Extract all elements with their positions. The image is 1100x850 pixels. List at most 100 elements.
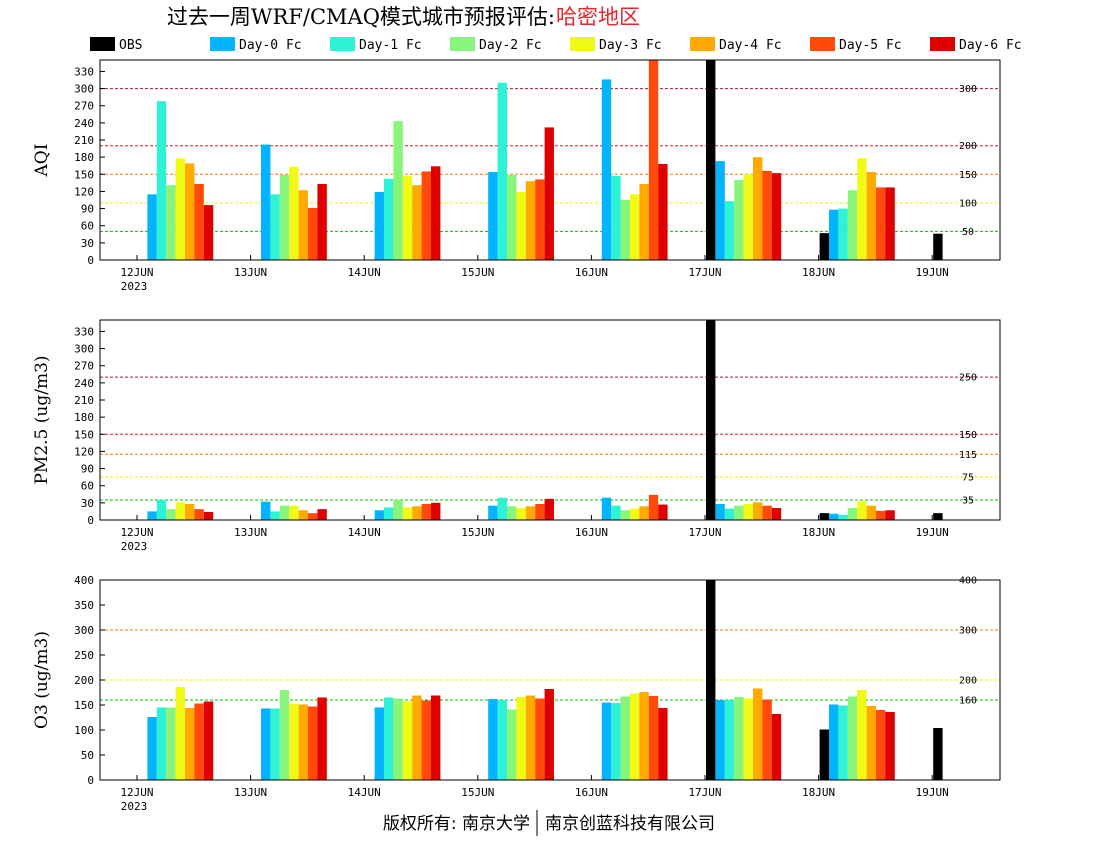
bar [611, 505, 621, 520]
bar [507, 709, 517, 780]
legend: OBS Day-0 Fc Day-1 Fc Day-2 Fc Day-3 Fc Day-4… [90, 37, 1022, 53]
y-tick-label: 30 [81, 497, 94, 510]
legend-label: OBS [119, 38, 142, 53]
y-tick-label: 240 [74, 377, 94, 390]
bar [497, 82, 507, 260]
bar [847, 508, 858, 520]
bar [648, 696, 659, 780]
bar [185, 504, 195, 520]
bar [876, 187, 886, 260]
bar [743, 698, 753, 780]
bar [753, 157, 763, 260]
bar [393, 500, 403, 520]
bar [308, 513, 318, 520]
y-tick-label: 150 [74, 168, 94, 181]
bar [706, 580, 716, 780]
bar [706, 60, 716, 260]
bar [516, 508, 526, 520]
y-tick-label: 200 [74, 674, 94, 687]
y-tick-label: 120 [74, 445, 94, 458]
x-tick-label: 14JUN [348, 266, 381, 279]
bar [497, 700, 507, 780]
y-tick-label: 120 [74, 185, 94, 198]
bar [620, 200, 630, 260]
bar [857, 690, 867, 780]
bar [819, 513, 829, 520]
bar [203, 512, 214, 520]
bar [866, 172, 876, 260]
bar [156, 101, 167, 261]
bar [421, 504, 431, 520]
bar [753, 502, 763, 520]
bar [525, 181, 536, 260]
bar [261, 501, 271, 520]
bar [601, 702, 612, 780]
bar [630, 508, 640, 520]
legend-item: Day-2 Fc [450, 37, 542, 53]
bar [734, 505, 744, 520]
legend-item: Day-0 Fc [210, 37, 302, 53]
reference-line-label: 50 [962, 227, 974, 238]
x-tick-label: 19JUN [916, 786, 949, 799]
bar [535, 698, 545, 780]
x-tick-label: 18JUN [802, 266, 835, 279]
y-tick-label: 400 [74, 574, 94, 587]
legend-label: Day-2 Fc [479, 38, 542, 53]
y-tick-label: 50 [81, 749, 94, 762]
bar [838, 705, 848, 780]
bar [601, 497, 612, 520]
bar [734, 697, 744, 780]
bar [876, 710, 886, 780]
bar [866, 505, 876, 520]
bar [431, 695, 441, 780]
bar [289, 166, 299, 260]
legend-swatch [930, 37, 955, 51]
y-tick-label: 300 [74, 83, 94, 96]
year-label: 2023 [121, 800, 148, 813]
y-tick-label: 0 [87, 774, 94, 787]
reference-line-label: 35 [962, 496, 974, 507]
bar [317, 184, 327, 260]
bar [279, 174, 290, 260]
bar [620, 696, 630, 780]
bar [516, 697, 526, 780]
bar [857, 501, 867, 520]
chart-title: 过去一周WRF/CMAQ模式城市预报评估: [167, 5, 555, 29]
bar [639, 184, 649, 260]
bar [402, 507, 413, 520]
reference-line-label: 100 [959, 198, 977, 209]
x-tick-label: 17JUN [688, 526, 721, 539]
reference-line-label: 200 [959, 141, 977, 152]
x-tick-label: 17JUN [688, 266, 721, 279]
bar [298, 190, 308, 260]
bar [261, 708, 271, 780]
bar [393, 121, 403, 261]
x-tick-label: 12JUN [120, 786, 153, 799]
bar [762, 170, 772, 260]
legend-swatch [690, 37, 715, 51]
bar [308, 706, 318, 780]
reference-line-label: 150 [959, 170, 977, 181]
y-tick-label: 60 [81, 480, 94, 493]
bar [715, 161, 725, 260]
bar [724, 201, 735, 260]
y-tick-label: 210 [74, 134, 94, 147]
bar [147, 194, 157, 260]
y-tick-label: 330 [74, 65, 94, 78]
bar [630, 194, 640, 260]
bar [762, 699, 772, 780]
bar [497, 497, 507, 520]
x-tick-label: 19JUN [916, 266, 949, 279]
y-tick-label: 150 [74, 699, 94, 712]
y-axis-title: O3 (ug/m3) [32, 631, 52, 729]
bar [402, 701, 413, 780]
copyright-right: 南京创蓝科技有限公司 [545, 814, 715, 834]
reference-line-label: 250 [959, 373, 977, 384]
bar [166, 185, 176, 260]
y-tick-label: 240 [74, 117, 94, 130]
y-tick-label: 180 [74, 411, 94, 424]
bar [175, 502, 185, 520]
legend-label: Day-3 Fc [599, 38, 662, 53]
bar [488, 699, 498, 780]
